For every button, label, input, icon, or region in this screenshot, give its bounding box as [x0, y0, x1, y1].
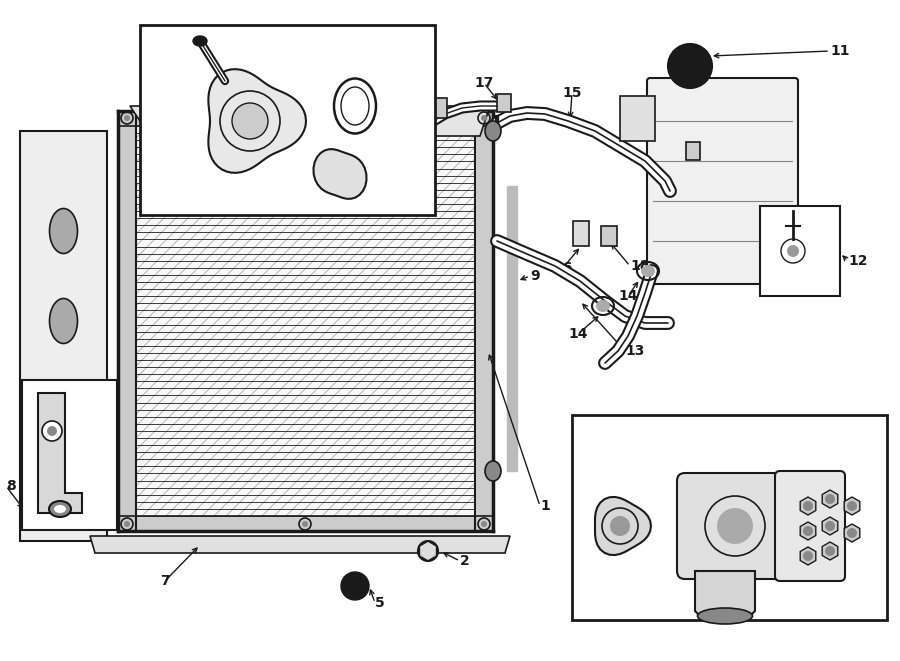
Polygon shape: [823, 542, 838, 560]
FancyBboxPatch shape: [647, 78, 798, 284]
Polygon shape: [419, 541, 436, 561]
Bar: [20, 131, 107, 541]
Bar: [22, 380, 117, 530]
Bar: [140, 25, 435, 215]
Polygon shape: [90, 536, 510, 553]
Polygon shape: [823, 517, 838, 535]
Circle shape: [825, 521, 835, 531]
Circle shape: [232, 103, 268, 139]
FancyBboxPatch shape: [775, 471, 845, 581]
Text: 17: 17: [474, 76, 494, 90]
Ellipse shape: [193, 36, 207, 46]
Circle shape: [717, 508, 753, 544]
Bar: [89, 406, 103, 461]
Text: 15: 15: [562, 86, 581, 100]
Circle shape: [481, 521, 487, 527]
Bar: [497, 94, 511, 112]
Circle shape: [351, 582, 359, 590]
FancyBboxPatch shape: [677, 473, 793, 579]
Text: 9: 9: [530, 269, 540, 283]
Circle shape: [674, 50, 706, 82]
Text: 18: 18: [630, 259, 650, 273]
Text: 19: 19: [582, 420, 602, 434]
Text: 8: 8: [6, 479, 16, 493]
Text: 22: 22: [150, 33, 170, 47]
Bar: [760, 206, 840, 296]
Circle shape: [302, 115, 308, 121]
Text: 20: 20: [845, 454, 864, 468]
Text: 18: 18: [400, 79, 419, 93]
Polygon shape: [844, 524, 860, 542]
Polygon shape: [844, 497, 860, 515]
Circle shape: [803, 526, 813, 536]
Ellipse shape: [54, 505, 66, 513]
Text: 11: 11: [830, 44, 850, 58]
Circle shape: [346, 577, 364, 595]
Polygon shape: [800, 497, 815, 515]
Bar: [431, 98, 447, 118]
Ellipse shape: [50, 208, 77, 254]
Circle shape: [124, 521, 130, 527]
Circle shape: [47, 426, 57, 436]
Bar: [620, 96, 655, 141]
Polygon shape: [130, 106, 490, 136]
Circle shape: [825, 546, 835, 556]
Circle shape: [42, 421, 62, 441]
Ellipse shape: [641, 265, 655, 277]
Text: 3: 3: [27, 383, 37, 397]
Ellipse shape: [49, 501, 71, 517]
Polygon shape: [595, 497, 651, 555]
Bar: [572, 415, 887, 620]
Ellipse shape: [50, 299, 77, 344]
Text: 16: 16: [554, 261, 572, 275]
Text: 7: 7: [160, 574, 170, 588]
Text: 1: 1: [540, 499, 550, 513]
Circle shape: [124, 115, 130, 121]
Ellipse shape: [698, 608, 752, 624]
Ellipse shape: [672, 71, 707, 85]
Circle shape: [668, 44, 712, 88]
Bar: [136, 126, 475, 516]
Bar: [573, 221, 589, 246]
Text: 12: 12: [848, 254, 868, 268]
Circle shape: [803, 501, 813, 511]
Ellipse shape: [485, 461, 501, 481]
Circle shape: [481, 115, 487, 121]
Text: 17: 17: [706, 129, 725, 143]
Polygon shape: [823, 490, 838, 508]
Circle shape: [803, 551, 813, 561]
Text: 24: 24: [390, 79, 410, 93]
Bar: [601, 226, 617, 246]
Text: 6: 6: [405, 146, 415, 160]
Ellipse shape: [596, 300, 610, 312]
Polygon shape: [695, 571, 755, 616]
Text: 14: 14: [618, 289, 638, 303]
Text: 5: 5: [375, 596, 385, 610]
Polygon shape: [800, 522, 815, 540]
Circle shape: [341, 572, 369, 600]
Text: 13: 13: [625, 344, 644, 358]
Polygon shape: [38, 393, 82, 513]
Text: 23: 23: [375, 164, 394, 178]
Polygon shape: [209, 69, 306, 173]
Circle shape: [847, 501, 857, 511]
Circle shape: [825, 494, 835, 504]
Circle shape: [787, 245, 799, 257]
Circle shape: [847, 528, 857, 538]
Circle shape: [610, 516, 630, 536]
Text: 2: 2: [460, 554, 470, 568]
Text: 14: 14: [568, 327, 588, 341]
Ellipse shape: [50, 389, 77, 434]
Bar: [686, 142, 700, 160]
Text: 21: 21: [590, 586, 610, 600]
Polygon shape: [800, 547, 815, 565]
Polygon shape: [313, 149, 366, 199]
Circle shape: [302, 521, 308, 527]
Text: 4: 4: [88, 511, 98, 525]
Text: 10: 10: [800, 224, 819, 238]
Ellipse shape: [485, 121, 501, 141]
Bar: [507, 186, 517, 471]
